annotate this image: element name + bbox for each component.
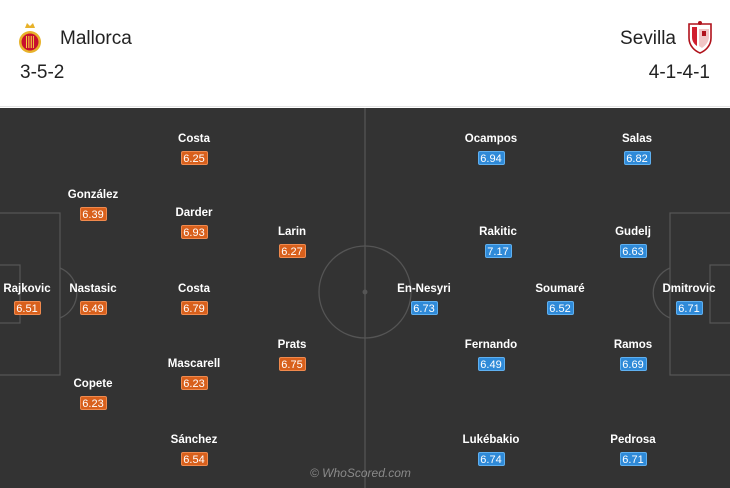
home-player[interactable]: Larin 6.27 <box>237 225 347 260</box>
player-name: Dmitrovic <box>662 283 716 295</box>
player-rating-badge: 6.52 <box>546 301 574 315</box>
player-name: Lukébakio <box>462 434 520 446</box>
player-name: Fernando <box>464 339 518 351</box>
pitch: Rajkovic 6.51 González 6.39 Nastasic 6.49 Cope… <box>0 108 730 488</box>
away-player[interactable]: Ocampos 6.94 <box>436 132 546 167</box>
watermark: © WhoScored.com <box>310 466 411 480</box>
away-player[interactable]: Dmitrovic 6.71 <box>634 282 730 317</box>
home-player[interactable]: Rajkovic 6.51 <box>0 282 82 317</box>
player-rating-badge: 6.71 <box>675 301 703 315</box>
player-rating-badge: 6.82 <box>623 151 651 165</box>
home-player[interactable]: Costa 6.79 <box>139 282 249 317</box>
away-player[interactable]: Pedrosa 6.71 <box>578 433 688 468</box>
home-player[interactable]: Mascarell 6.23 <box>139 357 249 392</box>
player-rating-badge: 6.73 <box>410 301 438 315</box>
player-rating-badge: 6.25 <box>180 151 208 165</box>
player-rating-badge: 6.54 <box>180 452 208 466</box>
player-rating-badge: 6.39 <box>79 207 107 221</box>
player-name: Sánchez <box>170 434 218 446</box>
home-player[interactable]: Prats 6.75 <box>237 338 347 373</box>
player-name: Gudelj <box>615 226 651 238</box>
player-rating-badge: 6.69 <box>619 357 647 371</box>
player-name: Rajkovic <box>3 283 51 295</box>
player-name: Costa <box>178 283 210 295</box>
player-name: En-Nesyri <box>397 283 451 295</box>
sevilla-crest-icon <box>688 21 712 54</box>
away-player[interactable]: Lukébakio 6.74 <box>436 433 546 468</box>
match-header: Mallorca 3-5-2 Sevilla 4-1-4-1 <box>0 0 730 107</box>
player-rating-badge: 6.63 <box>619 244 647 258</box>
player-rating-badge: 6.23 <box>79 396 107 410</box>
home-player[interactable]: Copete 6.23 <box>38 377 148 412</box>
player-name: Larin <box>277 226 307 238</box>
player-rating-badge: 6.71 <box>619 452 647 466</box>
player-rating-badge: 7.17 <box>484 244 512 258</box>
away-player[interactable]: Rakitic 7.17 <box>443 225 553 260</box>
away-player[interactable]: Fernando 6.49 <box>436 338 546 373</box>
player-rating-badge: 6.49 <box>79 301 107 315</box>
player-name: Pedrosa <box>610 434 656 446</box>
player-name: Rakitic <box>479 226 517 238</box>
player-rating-badge: 6.51 <box>13 301 41 315</box>
player-name: Mascarell <box>167 358 221 370</box>
home-formation: 3-5-2 <box>20 62 65 83</box>
home-player[interactable]: Darder 6.93 <box>139 206 249 241</box>
home-player[interactable]: Nastasic 6.49 <box>38 282 148 317</box>
player-name: Ocampos <box>464 133 518 145</box>
player-name: Soumaré <box>535 283 585 295</box>
player-rating-badge: 6.74 <box>477 452 505 466</box>
player-rating-badge: 6.93 <box>180 225 208 239</box>
player-name: Prats <box>277 339 307 351</box>
home-player[interactable]: González 6.39 <box>38 188 148 223</box>
player-name: Costa <box>178 133 210 145</box>
away-formation: 4-1-4-1 <box>648 62 710 83</box>
away-player[interactable]: Salas 6.82 <box>582 132 692 167</box>
pitch-markings <box>0 108 730 488</box>
player-rating-badge: 6.27 <box>278 244 306 258</box>
player-name: Salas <box>621 133 653 145</box>
home-team-name: Mallorca <box>60 28 132 49</box>
player-name: Nastasic <box>69 283 117 295</box>
away-player[interactable]: Gudelj 6.63 <box>578 225 688 260</box>
player-rating-badge: 6.49 <box>477 357 505 371</box>
player-name: Copete <box>73 378 113 390</box>
home-player[interactable]: Costa 6.25 <box>139 132 249 167</box>
away-player[interactable]: Ramos 6.69 <box>578 338 688 373</box>
mallorca-crest-icon <box>19 23 41 53</box>
player-rating-badge: 6.23 <box>180 376 208 390</box>
home-player[interactable]: Sánchez 6.54 <box>139 433 249 468</box>
player-rating-badge: 6.94 <box>477 151 505 165</box>
away-player[interactable]: En-Nesyri 6.73 <box>369 282 479 317</box>
away-player[interactable]: Soumaré 6.52 <box>505 282 615 317</box>
away-team-name: Sevilla <box>620 28 676 49</box>
player-name: González <box>67 189 119 201</box>
player-rating-badge: 6.79 <box>180 301 208 315</box>
player-name: Ramos <box>613 339 653 351</box>
player-name: Darder <box>175 207 213 219</box>
player-rating-badge: 6.75 <box>278 357 306 371</box>
